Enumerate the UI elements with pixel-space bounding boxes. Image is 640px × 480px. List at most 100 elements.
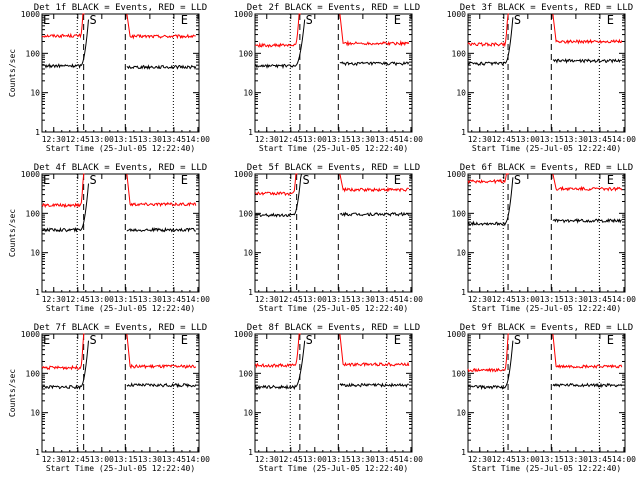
x-tick-label: 14:00 [186,455,210,464]
x-tick-label: 14:00 [612,295,636,304]
panel-4: Det 4f BLACK = Events, RED = LLD 1 10 100 10… [8,163,210,313]
series-line-post [339,13,410,47]
plot-frame [467,173,626,293]
event-marker-label: S [302,173,309,187]
x-tick-label: 13:15 [327,135,351,144]
x-axis-label: Start Time (25-Jul-05 12:22:40) [472,304,621,313]
panel-title: Det 8f BLACK = Events, RED = LLD [247,323,420,333]
panel-title: Det 2f BLACK = Events, RED = LLD [247,3,420,13]
series-line-pre [467,17,514,67]
panel-9: Det 9f BLACK = Events, RED = LLD 1 10 100 10… [447,323,636,473]
series-line-pre [254,13,301,49]
x-tick-label: 13:30 [564,455,588,464]
x-tick-label: 13:45 [588,135,612,144]
panel-3: Det 3f BLACK = Events, RED = LLD 1 10 100 10… [447,3,636,153]
x-tick-label: 12:30 [255,135,279,144]
x-tick-label: 13:30 [138,135,162,144]
x-tick-label: 12:45 [66,135,90,144]
plot-frame [41,333,200,453]
plot-frame [467,13,626,133]
x-tick-label: 13:30 [351,295,375,304]
series-line-post [339,211,410,218]
event-marker-label: S [514,13,521,27]
y-axis-label: Counts/sec [8,369,17,417]
y-tick-label: 1000 [447,170,466,179]
y-tick-label: 1000 [447,330,466,339]
y-tick-label: 10 [243,409,253,418]
event-marker-label: E [43,173,50,187]
x-tick-label: 12:45 [492,295,516,304]
y-tick-label: 1 [35,288,40,297]
y-tick-label: 10 [243,249,253,258]
series-line-pre [254,333,301,369]
x-tick-label: 13:15 [114,295,138,304]
y-tick-label: 1000 [21,330,40,339]
panel-title: Det 9f BLACK = Events, RED = LLD [460,323,633,333]
event-marker-label: E [181,333,188,347]
y-tick-label: 10 [30,409,40,418]
y-axis-label: Counts/sec [8,209,17,257]
x-axis-label: Start Time (25-Jul-05 12:22:40) [46,304,195,313]
y-tick-label: 100 [452,369,467,378]
x-tick-label: 13:15 [327,455,351,464]
series-line-post [339,333,410,368]
x-tick-label: 13:15 [540,455,564,464]
series-line-pre [41,333,85,371]
x-tick-label: 12:45 [66,295,90,304]
event-marker-label: E [43,13,50,27]
event-marker-label: E [607,333,614,347]
x-tick-label: 13:15 [327,295,351,304]
x-tick-label: 13:30 [351,135,375,144]
event-marker-label: E [607,173,614,187]
x-tick-label: 13:15 [540,135,564,144]
series-line-pre [41,13,85,39]
x-tick-label: 13:15 [114,135,138,144]
panel-title: Det 1f BLACK = Events, RED = LLD [34,3,207,13]
y-tick-label: 1 [248,448,253,457]
x-tick-label: 13:45 [162,135,186,144]
x-tick-label: 13:15 [114,455,138,464]
panel-1: Det 1f BLACK = Events, RED = LLD 1 10 100 10… [8,3,210,153]
y-tick-label: 1000 [447,10,466,19]
x-tick-label: 13:45 [375,295,399,304]
x-tick-label: 13:30 [138,295,162,304]
event-marker-label: S [89,13,96,27]
x-tick-label: 14:00 [612,135,636,144]
series-line-pre [467,13,509,48]
y-axis-label: Counts/sec [8,49,17,97]
series-line-post [126,173,197,208]
series-line-pre [467,177,514,227]
event-marker-label: E [394,173,401,187]
x-axis-label: Start Time (25-Jul-05 12:22:40) [46,144,195,153]
x-tick-label: 12:30 [42,295,66,304]
plot-frame [467,333,626,453]
x-tick-label: 13:00 [516,135,540,144]
y-tick-label: 100 [239,49,254,58]
series-line-pre [41,19,89,70]
x-axis-label: Start Time (25-Jul-05 12:22:40) [259,464,408,473]
x-axis-label: Start Time (25-Jul-05 12:22:40) [472,144,621,153]
x-tick-label: 13:00 [303,135,327,144]
x-tick-label: 12:45 [66,455,90,464]
series-line-post [552,173,623,192]
x-tick-label: 13:45 [162,455,186,464]
x-tick-label: 13:45 [375,455,399,464]
series-line-pre [255,173,298,197]
y-tick-label: 1000 [21,170,40,179]
y-tick-label: 10 [30,89,40,98]
x-tick-label: 13:45 [588,455,612,464]
y-tick-label: 100 [452,209,467,218]
series-line-post [552,382,623,388]
panel-title: Det 3f BLACK = Events, RED = LLD [460,3,633,13]
x-axis-label: Start Time (25-Jul-05 12:22:40) [46,464,195,473]
x-tick-label: 13:00 [303,455,327,464]
event-marker-label: E [394,333,401,347]
series-line-post [339,382,409,388]
y-tick-label: 1 [461,448,466,457]
y-tick-label: 10 [243,89,253,98]
x-tick-label: 12:30 [468,295,492,304]
x-tick-label: 12:45 [279,455,303,464]
event-marker-label: S [514,173,521,187]
event-marker-label: S [89,333,96,347]
y-tick-label: 10 [456,249,466,258]
